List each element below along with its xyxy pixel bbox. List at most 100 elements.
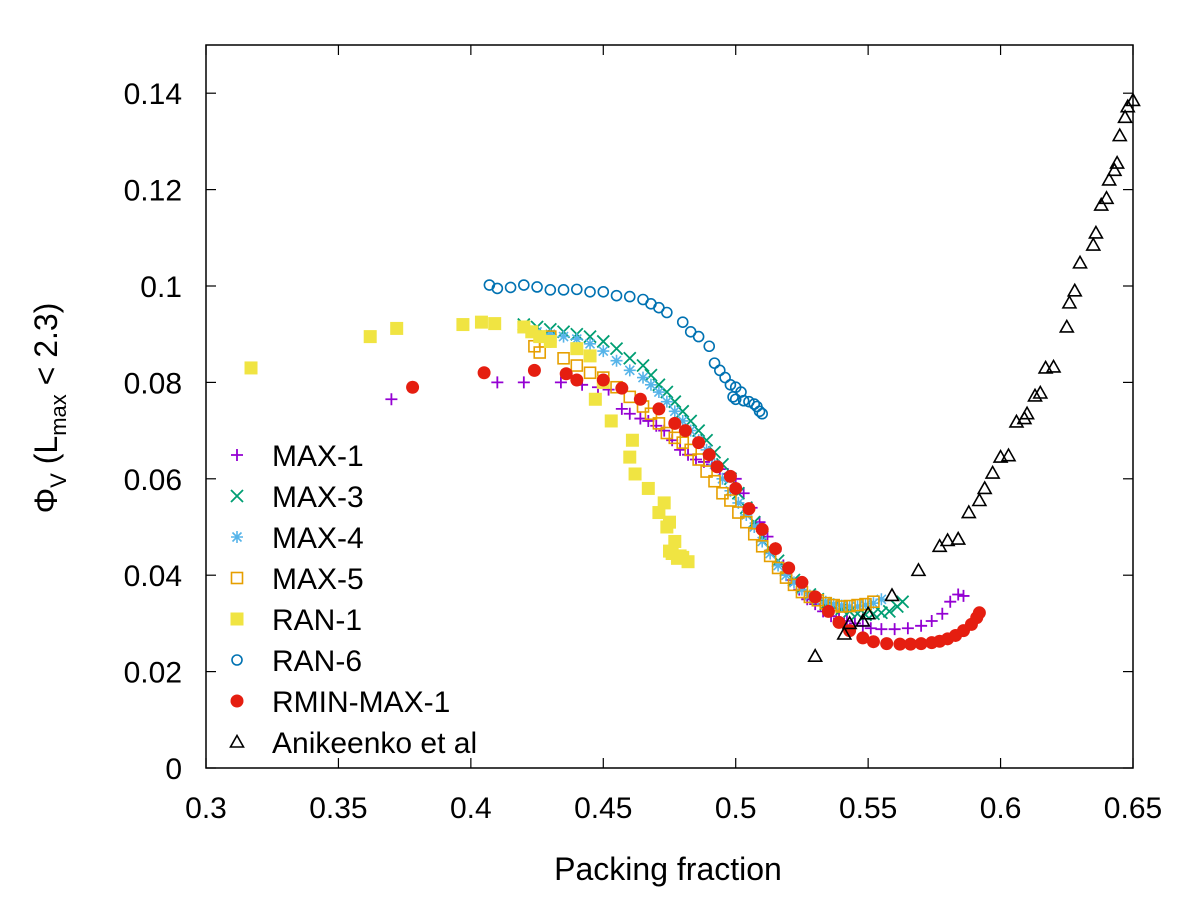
data-point [753,405,766,418]
data-point [650,419,663,432]
data-point [807,648,824,662]
legend-label: RAN-1 [272,604,362,637]
data-point [904,637,918,651]
data-point [678,424,692,438]
series-rmin-max-1 [406,363,986,651]
y-tick-label: 0.14 [124,78,182,111]
data-point [570,283,583,296]
data-point [676,414,689,427]
legend-label: RMIN-MAX-1 [272,686,450,719]
data-point [1000,447,1017,462]
data-point [570,342,584,356]
data-point [517,376,530,389]
series-ran-6 [483,279,769,420]
y-axis-title-rest: < 2.3) [28,303,64,395]
data-point [768,542,782,556]
legend-marker [231,654,243,666]
data-point [583,349,597,363]
data-point [835,599,848,612]
data-point [604,414,618,428]
data-point [724,494,737,507]
data-point [570,359,584,372]
data-point [702,448,716,462]
data-point [708,474,721,488]
legend-label: RAN-6 [272,645,362,678]
data-point [1045,358,1062,373]
data-point [755,522,769,536]
y-tick-label: 0.06 [124,464,182,497]
data-point [597,345,610,358]
data-point [795,583,808,596]
data-point [634,412,647,425]
data-point [692,436,706,450]
data-point [716,472,729,485]
data-point [584,285,596,298]
data-point [729,393,742,406]
x-tick-label: 0.6 [980,792,1022,825]
data-point [1093,196,1110,211]
data-point [843,624,857,638]
data-point [1027,387,1043,402]
data-point [244,361,258,375]
data-point [504,281,517,294]
data-point [748,521,761,533]
data-point [588,392,602,406]
data-point [851,600,864,613]
data-point [385,393,398,406]
data-point [570,333,583,346]
data-point [875,623,888,636]
x-tick-label: 0.65 [1104,792,1162,825]
y-tick-label: 0.12 [124,175,182,208]
data-point [652,402,666,416]
data-point [901,622,914,635]
data-point [531,281,543,293]
data-point [456,318,470,332]
series-ran-1 [244,315,695,569]
data-point [623,407,636,420]
series-max-1 [385,376,970,636]
data-point [960,504,977,519]
y-tick-label: 0.1 [140,271,182,304]
data-point [957,589,970,602]
legend-label: MAX-1 [272,440,364,473]
data-point [615,381,629,395]
legend-label: Anikeenko et al [272,727,477,760]
data-point [1101,171,1118,186]
data-point [851,598,864,612]
legend: MAX-1 MAX-3 MAX-4 MAX-5 RAN-1 RAN-6 RMIN-MAX-1… [229,440,477,760]
series-max-5 [528,330,880,613]
data-point [782,561,796,575]
data-point [527,363,541,377]
data-point [780,569,793,582]
data-point [676,316,689,328]
legend-label: MAX-3 [272,481,364,514]
data-point [740,515,753,529]
data-point [740,508,753,521]
legend-marker [230,571,244,585]
data-point [1032,384,1049,399]
data-point [1109,154,1125,169]
data-point [583,366,597,380]
data-point [584,337,597,350]
data-point [915,619,928,632]
x-tick-label: 0.35 [309,792,367,825]
data-point [1066,282,1083,297]
data-series [244,92,1141,662]
data-point [984,464,1001,479]
data-point [893,637,907,651]
data-point [1106,162,1123,177]
y-axis: 0 0.02 0.04 0.06 0.08 0.1 0.12 0.14 [124,78,1133,786]
data-point [625,433,639,447]
data-point [976,480,993,495]
data-point [596,334,610,349]
y-axis-title-sub: max [46,394,71,436]
data-point [623,364,636,377]
data-point [557,284,570,296]
data-point [856,631,870,645]
data-point [488,317,502,331]
data-point [596,373,610,387]
data-point [864,622,877,635]
data-point [936,607,949,620]
data-point [559,367,573,381]
legend-marker [229,733,245,748]
